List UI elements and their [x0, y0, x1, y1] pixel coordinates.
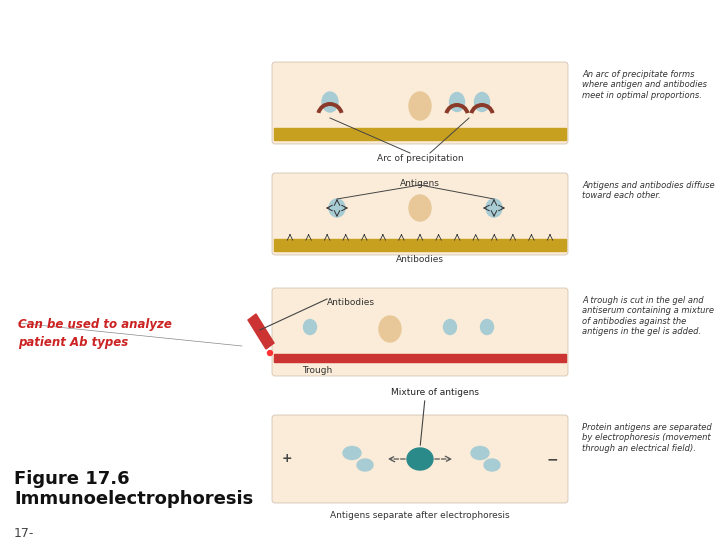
Wedge shape: [444, 103, 469, 114]
Ellipse shape: [379, 316, 401, 342]
Ellipse shape: [444, 320, 456, 334]
Text: Arc of precipitation: Arc of precipitation: [377, 154, 463, 163]
Text: Antibodies: Antibodies: [327, 298, 375, 307]
FancyBboxPatch shape: [272, 173, 568, 255]
FancyBboxPatch shape: [272, 415, 568, 503]
Text: Figure 17.6: Figure 17.6: [14, 470, 130, 488]
Ellipse shape: [357, 459, 373, 471]
Text: Antigens: Antigens: [400, 179, 440, 188]
Ellipse shape: [449, 92, 464, 111]
Text: −: −: [546, 452, 558, 466]
Text: 17-: 17-: [14, 527, 35, 540]
Bar: [274, 239, 566, 251]
Bar: [274, 128, 566, 140]
Wedge shape: [469, 103, 495, 114]
Ellipse shape: [409, 92, 431, 120]
Text: A trough is cut in the gel and
antiserum containing a mixture
of antibodies agai: A trough is cut in the gel and antiserum…: [582, 296, 714, 336]
Ellipse shape: [471, 447, 489, 460]
Circle shape: [268, 350, 272, 355]
Text: Mixture of antigens: Mixture of antigens: [391, 388, 479, 397]
Ellipse shape: [304, 320, 317, 334]
Text: Protein antigens are separated
by electrophoresis (movement
through an electrica: Protein antigens are separated by electr…: [582, 423, 712, 453]
Text: Can be used to analyze
patient Ab types: Can be used to analyze patient Ab types: [18, 318, 172, 349]
Text: Immunoelectrophoresis: Immunoelectrophoresis: [14, 490, 253, 508]
Text: Trough: Trough: [302, 366, 332, 375]
Ellipse shape: [484, 459, 500, 471]
Wedge shape: [317, 102, 343, 113]
Text: +: +: [282, 453, 292, 465]
Text: An arc of precipitate forms
where antigen and antibodies
meet in optimal proport: An arc of precipitate forms where antige…: [582, 70, 707, 100]
Text: Antigens and antibodies diffuse
toward each other.: Antigens and antibodies diffuse toward e…: [582, 181, 715, 200]
Text: Antigens separate after electrophoresis: Antigens separate after electrophoresis: [330, 511, 510, 520]
Ellipse shape: [480, 320, 493, 334]
Ellipse shape: [409, 195, 431, 221]
Ellipse shape: [474, 92, 490, 111]
Bar: [274, 354, 566, 362]
Ellipse shape: [329, 199, 345, 217]
Text: Antibodies: Antibodies: [396, 255, 444, 264]
FancyBboxPatch shape: [272, 62, 568, 144]
Ellipse shape: [343, 447, 361, 460]
Ellipse shape: [322, 92, 338, 112]
Polygon shape: [248, 314, 274, 349]
FancyBboxPatch shape: [272, 288, 568, 376]
Ellipse shape: [407, 448, 433, 470]
Ellipse shape: [486, 199, 502, 217]
